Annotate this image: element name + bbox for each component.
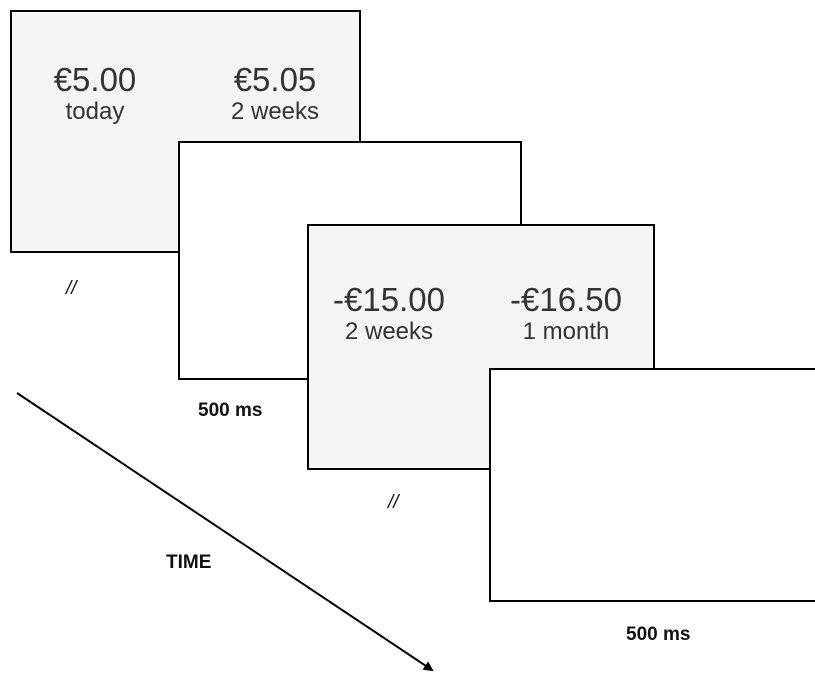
option-b-delay: 2 weeks [230, 98, 320, 125]
option-b: €5.05 2 weeks [205, 62, 345, 126]
option-b-amount: €5.05 [233, 61, 317, 98]
interval-label-2: 500 ms [626, 624, 691, 645]
option-a: €5.00 today [40, 62, 150, 126]
option-b-delay: 1 month [522, 318, 610, 345]
option-a-amount: -€15.00 [333, 281, 445, 318]
option-b-amount: -€16.50 [510, 281, 622, 318]
option-a-delay: today [65, 98, 125, 125]
separator-label-2: // [388, 492, 399, 513]
option-a-delay: 2 weeks [344, 318, 434, 345]
option-a: -€15.00 2 weeks [319, 282, 459, 346]
blank-screen-2 [489, 368, 815, 602]
option-a-amount: €5.00 [53, 61, 137, 98]
interval-label-1: 500 ms [198, 400, 263, 421]
time-axis-label: TIME [166, 552, 212, 573]
option-b: -€16.50 1 month [491, 282, 641, 346]
separator-label-1: // [66, 278, 77, 299]
